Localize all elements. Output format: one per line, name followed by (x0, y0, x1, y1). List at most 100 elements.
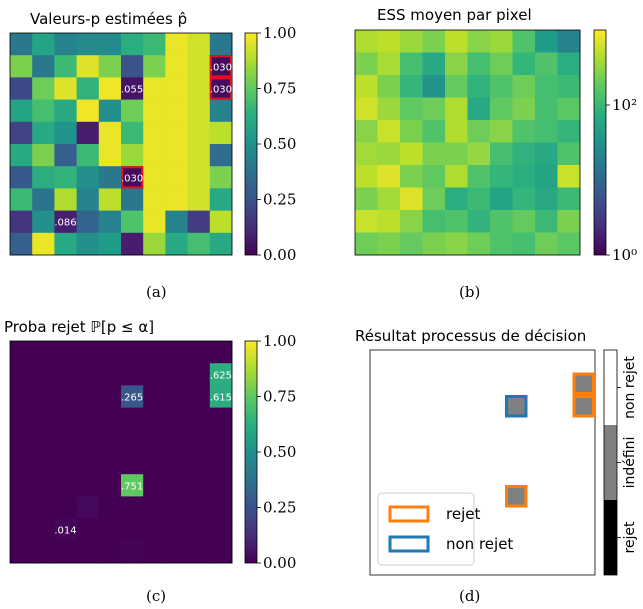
pvalue-cell (98, 144, 122, 167)
pvalue-cell (54, 188, 77, 211)
ess-cell (467, 142, 491, 166)
reject-proba-cell (98, 518, 122, 542)
pvalue-annotation: .030 (210, 62, 232, 73)
pvalue-cell (121, 144, 144, 167)
reject-proba-cell (121, 407, 144, 431)
pvalue-cell (187, 232, 211, 256)
heatmap-c: .625 .615 .265 .751 .014 1.00 0.75 0.50 0.25 0.00 (9, 332, 296, 572)
decision-panel: rejet non rejet non rejet indéfini rejet (369, 349, 638, 576)
reject-proba-cell (54, 407, 77, 431)
pvalue-cell (121, 77, 144, 100)
ess-cell (490, 165, 513, 188)
pvalue-cell (54, 232, 77, 256)
pvalue-annotation: .030 (210, 85, 232, 96)
ess-cell (422, 120, 446, 143)
pvalue-cell (10, 33, 33, 56)
reject-proba-cell (76, 429, 100, 453)
reject-proba-cell (76, 540, 100, 564)
reject-proba-cell (165, 496, 188, 519)
reject-proba-cell (98, 452, 122, 475)
pvalue-cell (10, 99, 33, 123)
reject-proba-cell (209, 429, 233, 453)
reject-proba-cell (76, 474, 100, 497)
pvalue-colorbar-label: 0.50 (263, 135, 296, 153)
pvalue-cell (187, 55, 211, 78)
pvalue-cell (32, 232, 55, 256)
reject-proba-cell (165, 341, 188, 364)
pvalue-cell (209, 121, 233, 145)
pvalue-cell (121, 121, 144, 145)
reject-proba-cell (10, 407, 33, 431)
proba-annotation: .751 (121, 481, 143, 492)
pvalue-cell (10, 166, 33, 189)
ess-cell (355, 97, 378, 121)
ess-cell (377, 30, 401, 53)
pvalue-cell (54, 166, 77, 189)
pvalue-cell (209, 99, 233, 123)
decision-cell (572, 395, 595, 418)
reject-proba-cell (32, 407, 55, 431)
pvalue-cell (143, 121, 166, 145)
pvalue-cell (165, 232, 188, 256)
pvalue-cell (143, 232, 166, 256)
ess-cell (377, 97, 401, 121)
pvalue-colorbar-label: 0.25 (263, 191, 296, 209)
reject-proba-cell (143, 407, 166, 431)
panel-b-caption: (b) (459, 283, 481, 301)
reject-proba-cell (10, 341, 33, 364)
ess-cell (422, 30, 446, 53)
ess-cell (377, 75, 401, 98)
ess-cell (445, 232, 468, 256)
ess-cell (512, 97, 536, 121)
reject-proba-cell (209, 363, 233, 386)
ess-cell (467, 232, 491, 256)
heatmap-a: .030 .030 .055 .030 .086 1.00 0.75 0.50 0.25 0.00 (9, 24, 296, 264)
ess-cell (355, 30, 378, 53)
decision-cell-outline (505, 485, 528, 508)
pvalue-cell (10, 77, 33, 100)
pvalue-colorbar-label: 1.00 (263, 24, 296, 42)
reject-proba-colorbar (244, 340, 258, 564)
legend-non-rejet-label: non rejet (446, 535, 513, 553)
ess-cell (490, 52, 513, 76)
reject-proba-cell (10, 540, 33, 564)
reject-proba-cell (143, 429, 166, 453)
ess-cell (400, 75, 423, 98)
colorbar-non-rejet (604, 350, 617, 425)
pvalue-cell (187, 210, 211, 234)
ess-cell (490, 30, 513, 53)
reject-proba-cell (209, 341, 233, 364)
pvalue-cell (143, 33, 166, 56)
pvalue-cell (76, 188, 100, 211)
proba-annotation: .265 (121, 393, 143, 404)
ess-cell (422, 187, 446, 211)
decision-cell-outline (505, 395, 528, 418)
pvalue-cell (32, 99, 55, 123)
reject-proba-cell (143, 341, 166, 364)
reject-proba-cell (187, 474, 211, 497)
reject-proba-cell (32, 363, 55, 386)
pvalue-cell (32, 210, 55, 234)
reject-proba-cell (10, 385, 33, 408)
ess-cell (490, 187, 513, 211)
legend-box (377, 492, 475, 566)
pvalue-cell (98, 210, 122, 234)
ess-cell (377, 120, 401, 143)
pvalue-cell (98, 166, 122, 189)
reject-proba-cell (187, 496, 211, 519)
reject-proba-cell (165, 474, 188, 497)
pvalue-cell (54, 55, 77, 78)
reject-proba-cell (98, 341, 122, 364)
ess-cell (535, 232, 558, 256)
pvalue-cell (121, 232, 144, 256)
ess-cell (445, 187, 468, 211)
ess-cell (490, 142, 513, 166)
reject-proba-cell (209, 540, 233, 564)
reject-proba-cell (10, 363, 33, 386)
pvalue-cell (165, 33, 188, 56)
ess-cell (422, 165, 446, 188)
pvalue-frame (9, 32, 233, 256)
pvalue-cell (10, 121, 33, 145)
pvalue-annotation: .086 (54, 218, 76, 229)
reject-proba-cell (165, 363, 188, 386)
